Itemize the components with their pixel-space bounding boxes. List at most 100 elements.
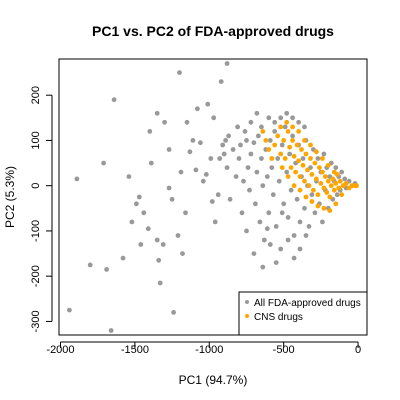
data-point bbox=[302, 205, 307, 211]
data-point bbox=[320, 156, 325, 161]
data-point bbox=[239, 210, 245, 216]
data-point bbox=[312, 160, 318, 166]
data-point bbox=[327, 194, 333, 200]
data-point bbox=[269, 165, 275, 171]
data-point bbox=[233, 174, 239, 180]
data-point bbox=[227, 196, 233, 202]
data-point bbox=[297, 246, 303, 252]
plot-area bbox=[58, 58, 368, 336]
data-point bbox=[321, 205, 327, 211]
data-point bbox=[278, 246, 284, 252]
data-point bbox=[160, 242, 166, 247]
data-point bbox=[284, 169, 290, 175]
data-point bbox=[308, 156, 313, 161]
data-point bbox=[320, 219, 325, 225]
data-point bbox=[87, 262, 93, 268]
data-point bbox=[288, 165, 294, 171]
data-point bbox=[282, 156, 288, 161]
data-point bbox=[327, 208, 333, 214]
data-point bbox=[299, 147, 304, 152]
data-point bbox=[278, 151, 284, 157]
data-point bbox=[309, 172, 315, 177]
data-point bbox=[141, 210, 147, 216]
data-point bbox=[325, 162, 331, 168]
data-point bbox=[273, 224, 279, 229]
data-point bbox=[297, 187, 303, 193]
data-point bbox=[318, 181, 324, 186]
data-point bbox=[156, 257, 162, 263]
data-point bbox=[334, 192, 340, 198]
data-point bbox=[145, 226, 151, 232]
data-point bbox=[253, 201, 258, 207]
data-point bbox=[275, 133, 281, 139]
x-axis: -2000 -1500 -1000 -500 0 bbox=[46, 341, 361, 356]
data-point bbox=[260, 183, 266, 189]
data-point bbox=[290, 133, 295, 139]
data-point bbox=[297, 174, 303, 180]
data-point bbox=[184, 119, 190, 125]
data-point bbox=[266, 147, 272, 152]
data-point bbox=[333, 165, 339, 171]
data-point bbox=[241, 178, 246, 184]
x-axis-label: PC1 (94.7%) bbox=[179, 373, 248, 387]
data-point bbox=[281, 201, 287, 207]
data-point bbox=[264, 174, 270, 180]
data-point bbox=[177, 70, 182, 75]
y-tick-label: 0 bbox=[30, 183, 42, 189]
data-point bbox=[330, 176, 336, 182]
chart-title: PC1 vs. PC2 of FDA-approved drugs bbox=[92, 23, 334, 39]
data-point bbox=[251, 140, 257, 146]
data-point bbox=[290, 138, 295, 143]
data-point bbox=[324, 190, 330, 195]
data-point bbox=[148, 160, 154, 166]
data-point bbox=[136, 194, 142, 200]
data-point bbox=[303, 151, 309, 157]
data-point bbox=[306, 183, 312, 189]
y-axis-label: PC2 (5.3%) bbox=[3, 166, 17, 228]
data-point bbox=[285, 129, 291, 134]
data-point bbox=[269, 156, 275, 161]
data-point bbox=[126, 174, 132, 180]
series-cns-drugs bbox=[260, 119, 359, 214]
data-point bbox=[285, 215, 291, 220]
data-point bbox=[74, 176, 80, 182]
y-axis: -300 -200 -100 0 100 200 bbox=[30, 86, 53, 332]
data-point bbox=[343, 181, 349, 186]
data-point bbox=[308, 142, 313, 148]
data-point bbox=[263, 138, 269, 143]
data-point bbox=[296, 119, 301, 125]
data-point bbox=[195, 106, 200, 112]
data-point bbox=[322, 174, 328, 180]
data-point bbox=[291, 255, 297, 261]
data-point bbox=[129, 219, 135, 225]
legend-label-cns-drugs: CNS drugs bbox=[254, 312, 303, 323]
data-point bbox=[300, 156, 306, 161]
data-point bbox=[342, 176, 348, 182]
y-tick-label: -200 bbox=[30, 265, 42, 287]
data-point bbox=[254, 110, 260, 116]
data-point bbox=[296, 129, 301, 134]
data-point bbox=[328, 183, 334, 189]
data-point bbox=[302, 124, 307, 130]
data-point bbox=[264, 226, 270, 232]
data-point bbox=[238, 142, 243, 148]
data-point bbox=[247, 187, 252, 193]
data-point bbox=[154, 237, 160, 243]
data-point bbox=[290, 124, 295, 130]
data-point bbox=[257, 219, 263, 225]
plot-points bbox=[67, 61, 359, 333]
data-point bbox=[169, 196, 175, 202]
data-point bbox=[314, 176, 319, 182]
data-point bbox=[275, 156, 281, 161]
data-point bbox=[267, 242, 273, 247]
data-point bbox=[302, 138, 307, 143]
data-point bbox=[309, 199, 315, 204]
data-point bbox=[270, 192, 276, 198]
data-point bbox=[266, 115, 272, 121]
data-point bbox=[331, 169, 337, 175]
data-point bbox=[111, 97, 117, 103]
legend-marker-cns-drugs bbox=[245, 314, 249, 318]
data-point bbox=[248, 119, 254, 125]
data-point bbox=[154, 110, 160, 116]
data-point bbox=[248, 151, 254, 157]
